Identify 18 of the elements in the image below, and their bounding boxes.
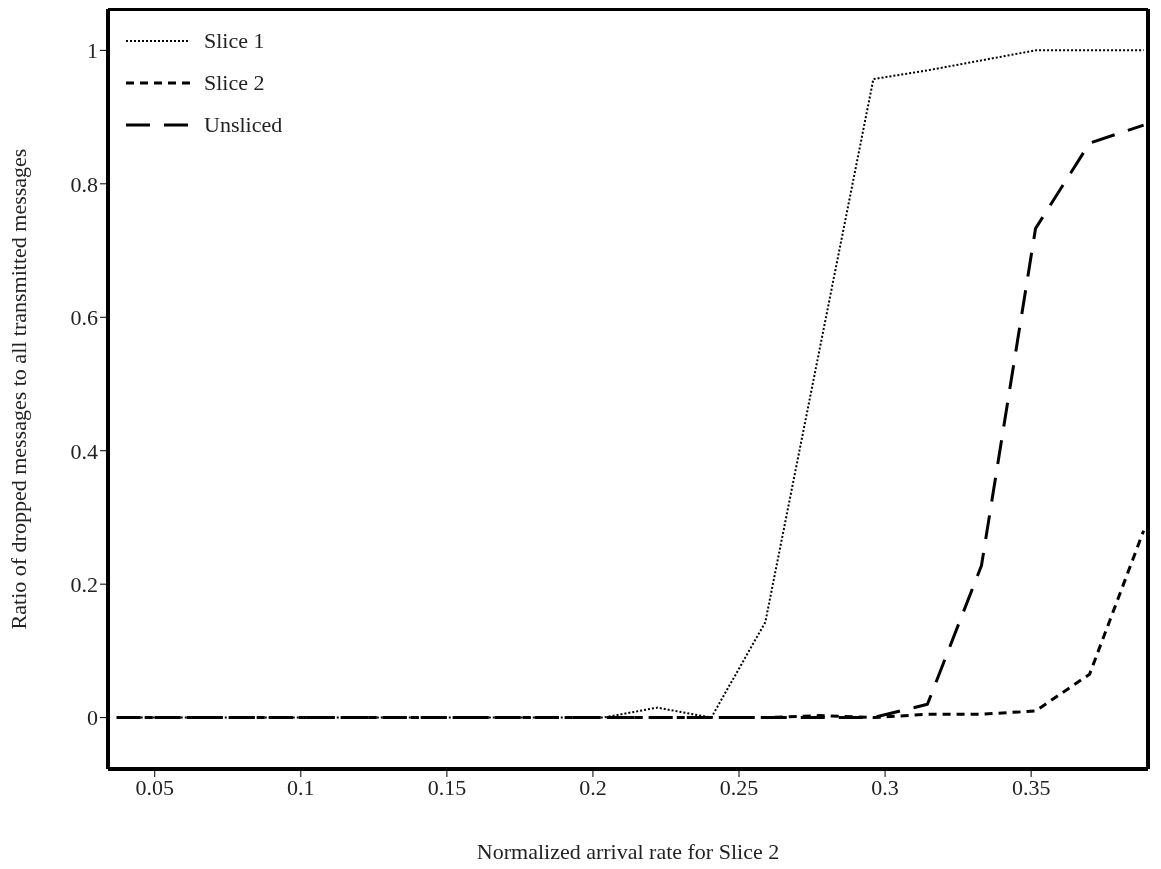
x-axis-title: Normalized arrival rate for Slice 2 xyxy=(476,839,780,864)
x-tick-label: 0.05 xyxy=(135,774,174,800)
legend-label: Unsliced xyxy=(204,112,283,138)
x-tick-label: 0.25 xyxy=(719,774,759,800)
y-tick-label: 0.8 xyxy=(70,171,98,197)
y-tick-label: 0.2 xyxy=(70,571,98,597)
x-tick-label: 0.3 xyxy=(871,774,899,800)
y-tick-label: 0.4 xyxy=(70,438,98,464)
x-tick-label: 0.2 xyxy=(579,774,607,800)
y-tick-label: 1 xyxy=(87,38,98,64)
x-tick-label: 0.35 xyxy=(1011,774,1051,800)
legend-label: Slice 1 xyxy=(204,28,265,54)
y-tick-label: 0.6 xyxy=(70,305,98,331)
y-axis-title: Ratio of dropped messages to all transmitted messages xyxy=(5,148,31,630)
legend-label: Slice 2 xyxy=(204,70,265,96)
x-tick-label: 0.15 xyxy=(427,774,467,800)
x-tick-label: 0.1 xyxy=(287,774,315,800)
y-tick-label: 0 xyxy=(87,705,98,731)
